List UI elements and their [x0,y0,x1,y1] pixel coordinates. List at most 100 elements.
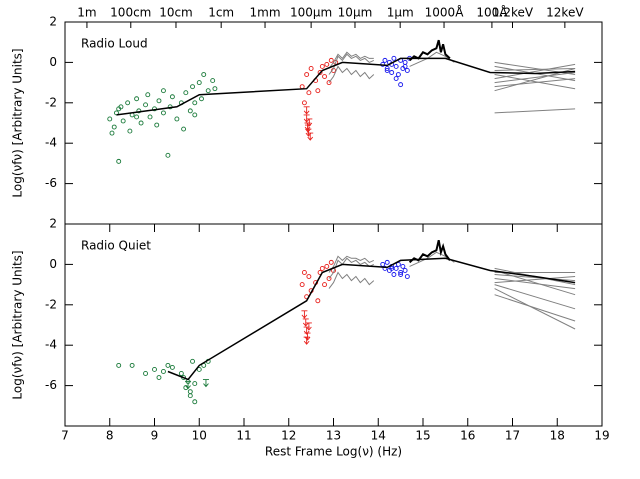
data-point [317,70,323,75]
y-tick-label: -2 [45,297,57,311]
y-tick-label: -4 [45,338,57,352]
x-tick-label: 17 [505,429,520,443]
upper-limit [302,318,309,327]
data-point [319,63,325,69]
data-point [402,59,408,65]
top-tick-label: 10cm [159,6,193,20]
x-tick-label: 7 [61,429,69,443]
y-tick-label: 2 [49,217,57,231]
data-point [116,362,122,368]
data-point [134,96,140,102]
data-point [393,265,399,271]
data-point [301,100,307,106]
data-point [400,263,406,269]
data-point [299,84,305,90]
y-tick-label: 0 [49,55,57,69]
data-point [160,369,166,374]
panel-annotation: Radio Quiet [81,239,151,253]
data-point [328,259,334,265]
top-tick-label: 12keV [546,6,584,20]
upper-limit [303,114,310,123]
data-point [127,128,133,134]
x-axis-label: Rest Frame Log(ν) (Hz) [265,445,402,459]
sed-line [494,78,576,88]
data-point [324,61,330,67]
data-point [322,282,327,288]
data-point [205,88,211,94]
data-point [326,80,332,86]
sed-line [494,270,576,296]
sed-line [494,68,576,71]
sed-line [328,65,375,83]
y-tick-label: -4 [45,136,57,150]
data-point [192,100,198,106]
top-tick-label: 1mm [250,6,281,20]
sed-line [167,257,576,381]
data-point [192,381,198,387]
data-point [190,84,195,90]
data-point [393,76,399,82]
data-point [315,88,321,94]
upper-limit [202,379,209,388]
sed-line [494,108,576,114]
data-point [187,393,193,399]
data-point [116,158,122,164]
data-point [210,78,216,84]
data-point [174,116,180,122]
data-point [306,274,312,279]
data-point [147,114,153,120]
top-tick-label: 100cm [110,6,151,20]
x-tick-label: 13 [326,429,341,443]
upper-limit [305,322,312,331]
data-point [156,98,162,104]
data-point [328,57,334,63]
data-point [192,399,198,405]
panel-annotation: Radio Loud [81,37,148,51]
data-point [138,120,144,126]
sed-line [494,63,576,80]
data-point [165,152,171,158]
top-tick-label: 10μm [338,6,373,20]
upper-limit [303,336,310,345]
data-point [389,265,395,271]
data-point [143,371,149,376]
data-point [398,270,404,275]
sed-line [494,74,576,90]
y-axis-label: Log(νfν) [Arbitrary Units] [11,250,25,399]
top-tick-label: 1000Å [425,5,465,20]
sed-line [494,274,576,282]
data-point [111,124,117,130]
data-point [145,92,151,98]
upper-limit [185,381,192,390]
data-point [324,263,330,269]
data-point [116,106,122,112]
x-tick-label: 18 [550,429,565,443]
upper-limit [303,106,310,115]
data-point [169,364,175,370]
data-point [389,70,395,75]
sed-line [494,278,576,290]
data-point [181,126,187,132]
data-point [380,261,386,267]
data-point [299,282,305,288]
x-tick-label: 14 [371,429,386,443]
data-point [160,88,166,94]
data-point [120,118,126,124]
data-point [107,116,113,122]
plot-frame [64,223,603,427]
upper-limit [301,310,308,319]
x-tick-label: 12 [281,429,296,443]
y-tick-label: -6 [45,176,57,190]
data-point [152,366,157,372]
data-point [391,55,397,61]
data-point [196,80,202,86]
sed-line [494,284,576,310]
x-tick-label: 11 [236,429,251,443]
data-point [395,72,401,77]
data-point [384,68,390,73]
x-tick-label: 8 [106,429,114,443]
y-tick-label: 2 [49,15,57,29]
top-tick-label: 100Å [476,5,508,20]
sed-line [328,255,375,273]
